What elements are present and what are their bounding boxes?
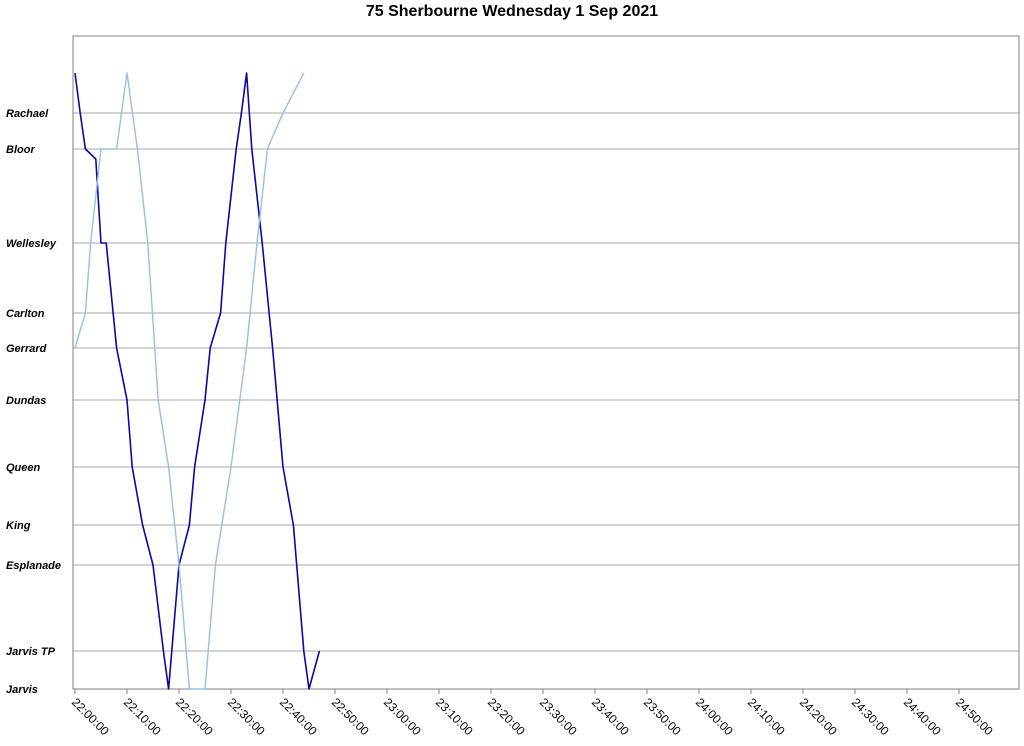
- x-tick-label: 23:30:00: [537, 695, 580, 738]
- x-tick-label: 22:30:00: [225, 695, 268, 738]
- x-tick-label: 23:10:00: [433, 695, 476, 738]
- series-line-1: [74, 72, 321, 690]
- x-tick-label: 24:10:00: [745, 695, 788, 738]
- x-tick-label: 22:40:00: [277, 695, 320, 738]
- y-tick-label: Wellesley: [6, 238, 57, 250]
- y-tick-label: Jarvis TP: [6, 646, 56, 658]
- x-tick-label: 22:50:00: [329, 695, 372, 738]
- series-line-2: [74, 72, 305, 690]
- x-tick-label: 22:10:00: [121, 695, 164, 738]
- y-tick-label: Bloor: [6, 144, 35, 156]
- x-tick-label: 22:20:00: [173, 695, 216, 738]
- x-axis-labels: 22:00:00 22:10:00 22:20:00 22:30:00 22:40:00…: [69, 695, 996, 738]
- x-tick-label: 24:30:00: [849, 695, 892, 738]
- x-tick-label: 24:00:00: [693, 695, 736, 738]
- x-axis-ticks: [74, 689, 960, 694]
- x-tick-label: 23:40:00: [589, 695, 632, 738]
- x-tick-label: 24:50:00: [953, 695, 996, 738]
- x-tick-label: 23:00:00: [381, 695, 424, 738]
- series-lines: [74, 72, 321, 690]
- grid-lines: [73, 112, 1019, 652]
- y-tick-label: King: [6, 520, 31, 532]
- chart-title: 75 Sherbourne Wednesday 1 Sep 2021: [365, 3, 659, 20]
- plot-area: [72, 35, 1020, 690]
- y-tick-label: Gerrard: [6, 343, 47, 355]
- y-tick-label: Jarvis: [6, 684, 38, 696]
- y-axis-labels: Rachael Bloor Wellesley Carlton Gerrard Dunda…: [6, 108, 61, 696]
- x-tick-label: 23:50:00: [641, 695, 684, 738]
- y-tick-label: Queen: [6, 462, 41, 474]
- x-tick-label: 24:40:00: [901, 695, 944, 738]
- y-tick-label: Dundas: [6, 395, 46, 407]
- y-tick-label: Rachael: [6, 108, 49, 120]
- y-tick-label: Esplanade: [6, 560, 61, 572]
- x-tick-label: 23:20:00: [485, 695, 528, 738]
- x-tick-label: 22:00:00: [69, 695, 112, 738]
- y-tick-label: Carlton: [6, 308, 45, 320]
- x-tick-label: 24:20:00: [797, 695, 840, 738]
